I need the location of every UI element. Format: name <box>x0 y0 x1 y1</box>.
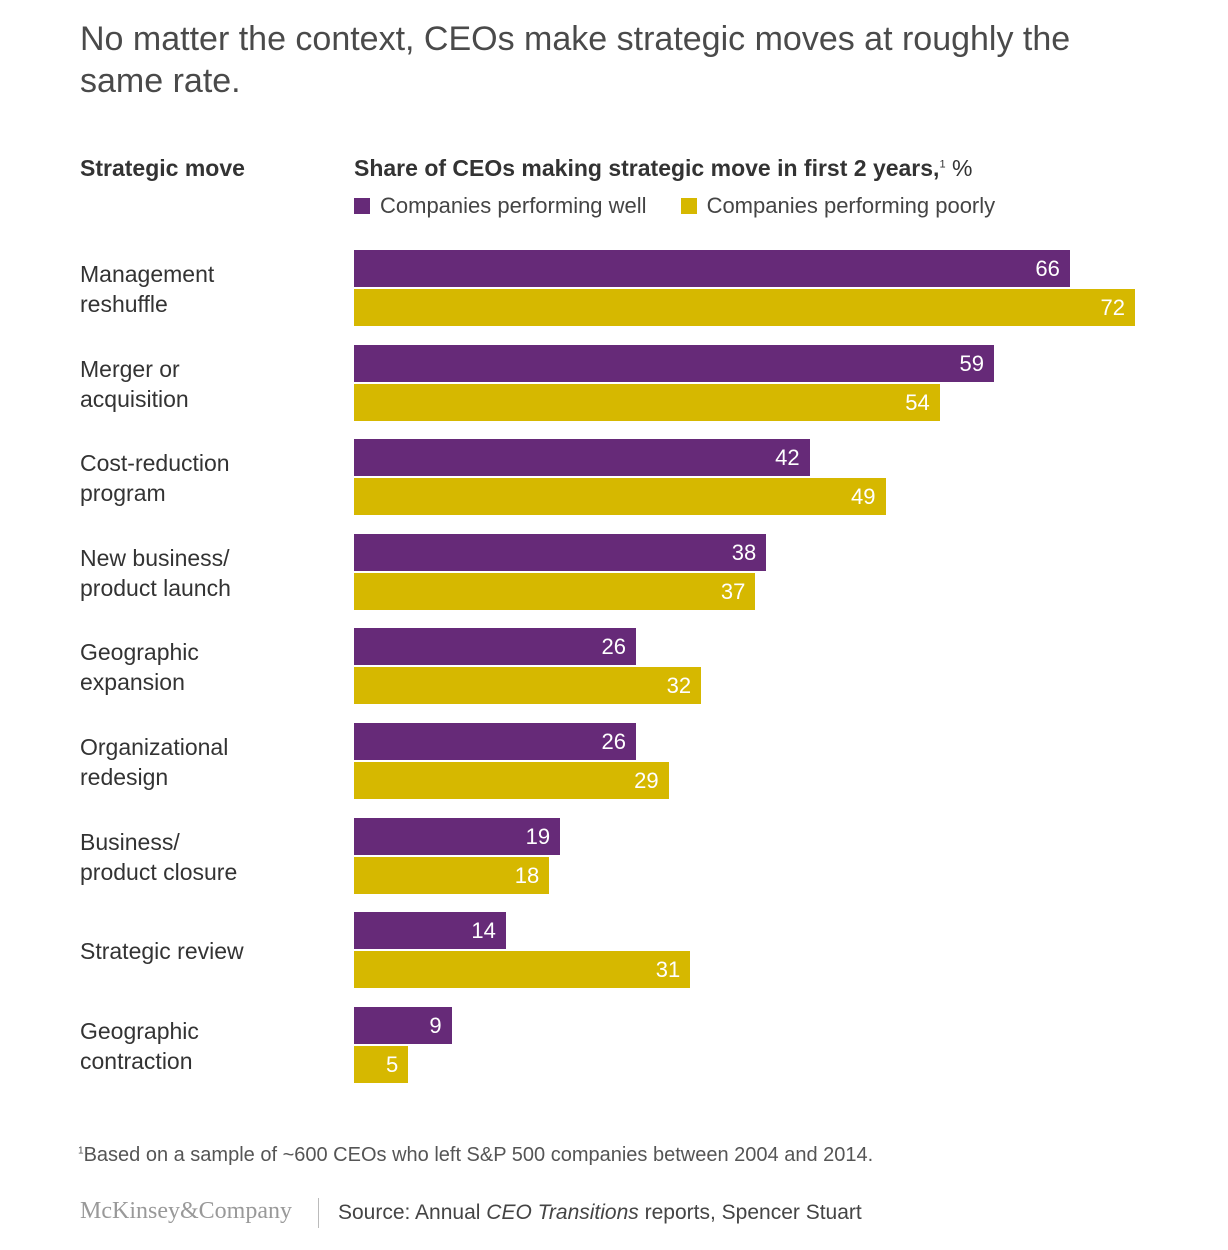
bar-poorly <box>354 667 702 705</box>
legend-item-poorly: Companies performing poorly <box>680 193 996 219</box>
data-label: 59 <box>959 350 984 376</box>
divider <box>318 1198 319 1228</box>
footnote-mark: 1 <box>939 158 946 171</box>
chart-title: No matter the context, CEOs make strateg… <box>80 20 1071 100</box>
data-label: 5 <box>385 1051 399 1077</box>
category-label: Geographic contraction <box>80 1008 340 1084</box>
legend-item-well: Companies performing well <box>354 193 647 219</box>
category-label-text: Business/product closure <box>80 828 238 885</box>
footnote-text: Based on a sample of ~600 CEOs who left … <box>83 1144 874 1166</box>
legend: Companies performing well Companies perf… <box>354 193 995 219</box>
category-label: Cost-reduction program <box>80 440 340 516</box>
legend-label-poorly: Companies performing poorly <box>706 193 996 218</box>
bar-poorly <box>354 383 940 421</box>
bar-poorly <box>354 1045 409 1083</box>
data-label: 31 <box>655 957 681 983</box>
bar-well <box>354 439 810 477</box>
category-label-text: New business/product launch <box>80 544 231 601</box>
source: Source: Annual CEO Transitions reports, … <box>338 1201 862 1225</box>
legend-swatch-poorly <box>680 198 697 214</box>
data-label: 72 <box>1100 295 1125 320</box>
category-label: New business/product launch <box>80 535 340 611</box>
category-header: Strategic move <box>80 155 245 181</box>
category-label: Merger or acquisition <box>80 346 340 422</box>
data-label: 38 <box>731 539 757 565</box>
bar-well <box>354 817 561 855</box>
data-label: 18 <box>514 862 540 888</box>
category-label: Business/product closure <box>80 819 340 895</box>
bar-poorly <box>354 478 886 516</box>
source-italic: CEO Transitions <box>486 1201 639 1224</box>
category-label-text: Strategic review <box>80 938 244 965</box>
data-label: 37 <box>720 578 746 604</box>
bar-well <box>354 723 637 760</box>
data-label: 42 <box>775 445 800 471</box>
bar-well <box>354 533 767 571</box>
bar-well <box>354 344 994 382</box>
category-label-text: Management reshuffle <box>80 261 215 317</box>
category-label-text: Merger or acquisition <box>80 355 189 412</box>
bar-poorly <box>354 762 669 799</box>
bar-well <box>354 912 506 950</box>
data-label: 26 <box>601 729 627 754</box>
category-label-text: Organizational redesign <box>80 734 229 790</box>
bar-poorly <box>354 289 1135 326</box>
data-label: 26 <box>601 634 627 660</box>
bar-poorly <box>354 856 550 894</box>
category-label: Organizational redesign <box>80 724 340 800</box>
bar-well <box>354 1006 452 1044</box>
data-label: 66 <box>1035 256 1060 281</box>
category-label: Geographic expansion <box>80 629 340 705</box>
bar-well <box>354 250 1070 287</box>
data-label: 49 <box>851 484 876 510</box>
data-label: 29 <box>634 768 659 793</box>
category-label-text: Geographic expansion <box>80 639 199 696</box>
bar-well <box>354 628 637 666</box>
source-prefix: Source: Annual <box>338 1201 487 1224</box>
category-label-text: Cost-reduction program <box>80 450 230 507</box>
data-label: 19 <box>525 823 551 849</box>
source-suffix: reports, Spencer Stuart <box>638 1201 862 1224</box>
category-label: Strategic review <box>80 913 340 989</box>
footnote: 1Based on a sample of ~600 CEOs who left… <box>78 1144 873 1167</box>
value-header: Share of CEOs making strategic move in f… <box>354 155 972 182</box>
data-label: 9 <box>429 1012 442 1038</box>
category-label-text: Geographic contraction <box>80 1017 199 1074</box>
data-label: 54 <box>905 389 930 415</box>
data-label: 32 <box>666 673 692 699</box>
bar-poorly <box>354 951 691 989</box>
data-label: 14 <box>471 918 496 944</box>
unit: % <box>951 155 973 181</box>
brand-logo: McKinsey&Company <box>80 1198 292 1224</box>
legend-swatch-well <box>354 198 370 214</box>
value-header-text: Share of CEOs making strategic move in f… <box>354 155 940 181</box>
footnote-mark: 1 <box>78 1145 84 1157</box>
legend-label-well: Companies performing well <box>380 193 647 218</box>
bar-poorly <box>354 572 756 610</box>
category-label: Management reshuffle <box>80 251 340 327</box>
